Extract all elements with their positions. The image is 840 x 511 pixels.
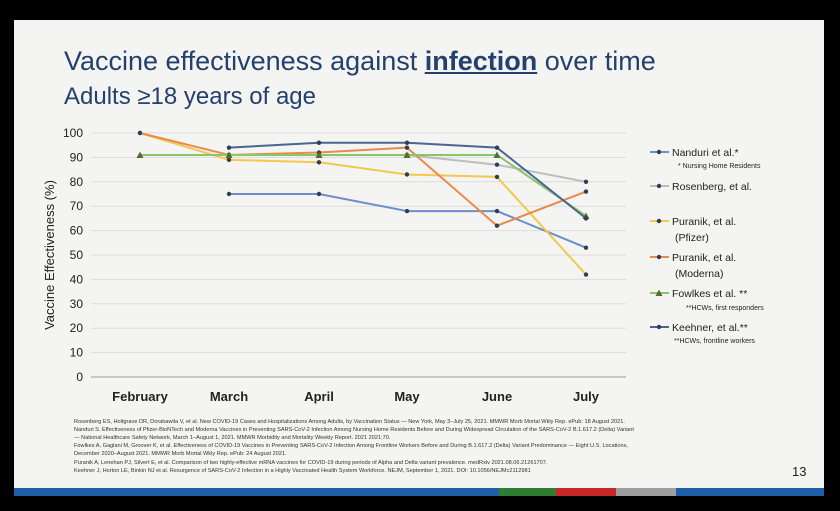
data-point (404, 140, 410, 145)
reference-5: December 2020–August 2021. MMWR Morb Mor… (74, 451, 287, 457)
footer-segment (616, 488, 676, 496)
data-point (316, 140, 322, 145)
legend-label: Puranik, et al. (Pfizer) (672, 216, 736, 244)
legend-note: **HCWs, first responders (686, 305, 764, 312)
data-point (494, 145, 500, 150)
reference-3: — National Healthcare Safety Network, Ma… (74, 435, 391, 441)
data-point (225, 151, 233, 158)
legend-marker (655, 289, 663, 296)
data-point (494, 174, 500, 180)
x-tick-label: June (482, 389, 512, 404)
legend-marker (656, 324, 662, 330)
y-tick-label: 50 (70, 248, 84, 262)
data-point (404, 208, 410, 214)
data-point (316, 191, 322, 197)
x-tick-label: May (394, 389, 420, 404)
footer-color-bar (14, 488, 824, 496)
y-tick-label: 100 (63, 126, 83, 140)
data-point (583, 189, 589, 194)
legend-marker (656, 218, 662, 224)
data-point (316, 160, 322, 165)
legend-note: * Nursing Home Residents (678, 163, 761, 170)
legend-marker (656, 183, 662, 189)
slide-title: Vaccine effectiveness against infection … (64, 46, 656, 77)
y-axis-label: Vaccine Effectiveness (%) (42, 180, 57, 330)
series-line-3 (139, 132, 587, 227)
slide: Vaccine effectiveness against infection … (14, 20, 824, 496)
y-tick-label: 40 (70, 272, 84, 286)
data-point (136, 151, 144, 158)
reference-7: Keehner J, Horton LE, Binkin NJ et al. R… (74, 468, 531, 474)
legend-label: Fowlkes et al. ** (672, 288, 747, 300)
y-tick-label: 60 (70, 224, 84, 238)
footer-segment (499, 488, 556, 496)
y-tick-label: 10 (70, 346, 84, 360)
data-point (494, 162, 500, 167)
line-chart: 0 10 20 30 40 50 60 70 80 90 100 February March April… (42, 126, 764, 404)
slide-subtitle: Adults ≥18 years of age (64, 83, 316, 110)
data-point (137, 130, 143, 136)
footer-segment (676, 488, 824, 496)
data-point (404, 172, 410, 177)
legend-marker (656, 254, 662, 260)
reference-6: Puranik A, Lenehan PJ, Silvert E, et al.… (74, 460, 548, 466)
x-tick-label: April (304, 389, 334, 404)
footer-segment (556, 488, 616, 496)
data-point (315, 151, 323, 158)
data-point (226, 145, 232, 150)
data-point (494, 208, 500, 214)
y-tick-label: 70 (70, 199, 84, 213)
data-point (583, 245, 589, 250)
series-line-4 (140, 153, 587, 217)
y-tick-label: 90 (70, 150, 84, 164)
legend-label: Rosenberg, et al. (672, 181, 752, 193)
data-point (404, 145, 410, 150)
series-line-0 (229, 193, 587, 249)
footer-segment (14, 488, 134, 496)
legend-marker (656, 149, 662, 155)
page-number: 13 (792, 464, 807, 479)
data-point (583, 272, 589, 277)
data-point (403, 151, 411, 158)
reference-4: Fowlkes A, Gaglani M, Groover K, et al. … (74, 443, 628, 449)
x-tick-label: February (112, 389, 168, 404)
reference-2: Nanduri S. Effectiveness of Pfizer-BioNT… (74, 427, 634, 433)
data-point (226, 191, 232, 197)
reference-1: Rosenberg ES, Holtgrave DR, Dorabawila V… (74, 419, 625, 425)
data-point (494, 223, 500, 228)
footer-segment (374, 488, 499, 496)
y-tick-label: 30 (70, 297, 84, 311)
series-line-1 (229, 153, 587, 183)
y-tick-label: 80 (70, 175, 84, 189)
legend-label: Nanduri et al.* (672, 147, 739, 159)
y-tick-label: 20 (70, 321, 84, 335)
y-tick-label: 0 (76, 370, 83, 384)
data-point (493, 151, 501, 158)
data-point (226, 157, 232, 163)
title-prefix: Vaccine effectiveness against (64, 46, 425, 76)
title-emphasis: infection (424, 46, 538, 76)
legend-label: Puranik, et al. (Moderna) (672, 252, 736, 280)
footer-segment (134, 488, 254, 496)
data-point (583, 216, 589, 221)
title-suffix: over time (537, 46, 656, 76)
legend-label: Keehner, et al.** (672, 322, 748, 334)
legend-note: **HCWs, frontline workers (674, 338, 755, 345)
x-tick-label: July (573, 389, 600, 404)
footer-segment (254, 488, 374, 496)
x-tick-label: March (210, 389, 248, 404)
data-point (583, 179, 589, 184)
